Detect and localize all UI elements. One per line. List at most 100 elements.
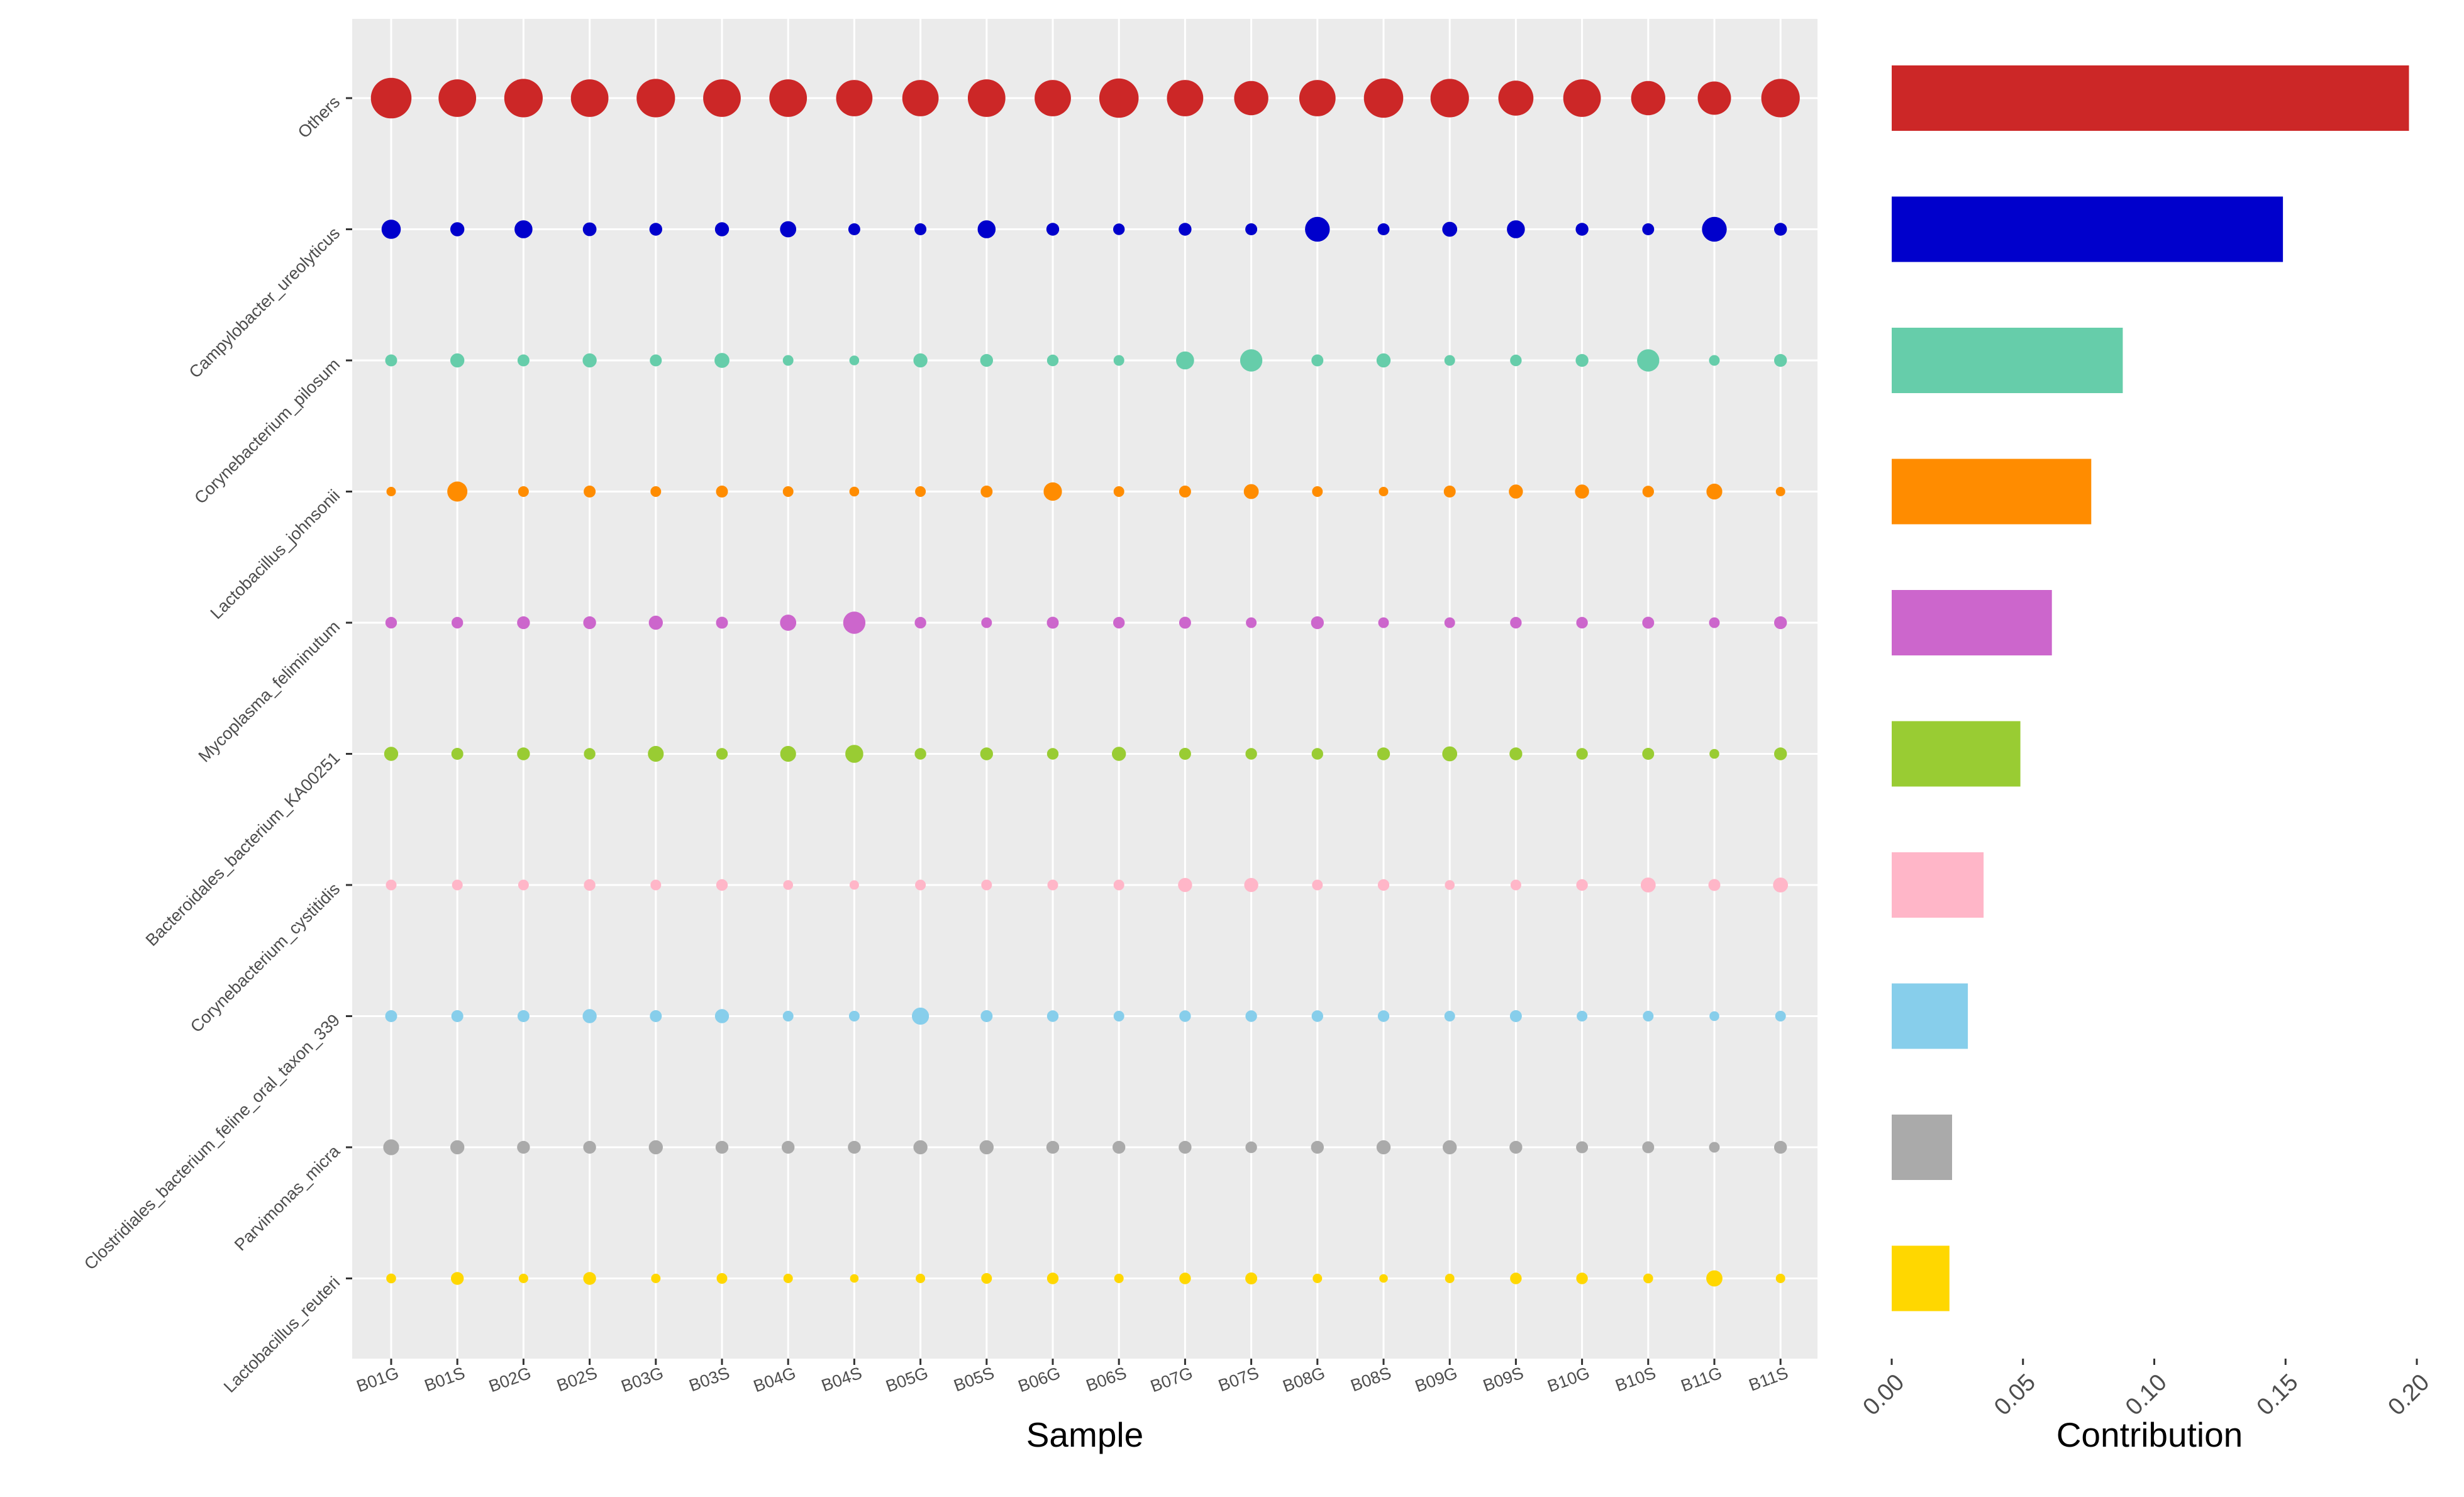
bubble-parvimonas-micra-b06g [1046,1140,1060,1154]
bubble-corynebacterium-cystitidis-b08g [1312,879,1323,891]
bubble-bacteroidales-bacterium-ka00251-b08s [1377,747,1390,760]
bubble-bacteroidales-bacterium-ka00251-b05s [980,747,994,760]
bubble-y-tick-label: Corynebacterium_pilosum [191,355,343,508]
bubble-x-tick-label: B01G [354,1363,401,1396]
bar-lactobacillus-reuteri [1892,1245,1950,1311]
bubble-x-tick-label: B10S [1613,1363,1658,1395]
bubble-corynebacterium-pilosum-b02s [582,353,597,368]
bubble-campylobacter-ureolyticus-b03g [649,223,663,236]
bubble-lactobacillus-johnsonii-b04s [849,486,860,497]
bubble-lactobacillus-johnsonii-b01g [386,487,396,496]
bubble-campylobacter-ureolyticus-b09s [1507,220,1525,238]
bubble-parvimonas-micra-b10s [1642,1141,1655,1154]
bubble-mycoplasma-feliminutum-b11g [1709,617,1720,628]
bubble-mycoplasma-feliminutum-b08s [1378,617,1389,628]
bubble-campylobacter-ureolyticus-b01g [381,220,401,239]
bubble-mycoplasma-feliminutum-b05g [914,616,926,629]
bubble-lactobacillus-reuteri-b06s [1114,1274,1124,1283]
bubble-bacteroidales-bacterium-ka00251-b04g [780,745,796,762]
bubble-mycoplasma-feliminutum-b06s [1113,616,1125,629]
bubble-corynebacterium-pilosum-b06s [1113,355,1124,366]
bubble-x-tick-label: B07G [1148,1363,1195,1396]
bubble-campylobacter-ureolyticus-b06s [1113,223,1125,235]
bubble-mycoplasma-feliminutum-b05s [981,617,992,628]
bubble-points [370,77,1800,1287]
bubble-lactobacillus-johnsonii-b08g [1312,486,1323,497]
bubble-campylobacter-ureolyticus-b08g [1305,216,1330,242]
bubble-corynebacterium-cystitidis-b02s [584,879,596,891]
bubble-clostridiales-bacterium-feline-oral-taxon-339-b01g [385,1010,397,1022]
bubble-y-tick-label: Mycoplasma_feliminutum [195,617,344,766]
bubble-mycoplasma-feliminutum-b09g [1444,617,1455,628]
bubble-bacteroidales-bacterium-ka00251-b09s [1509,747,1523,760]
bubble-lactobacillus-reuteri-b01g [386,1273,396,1284]
bubble-campylobacter-ureolyticus-b05g [914,223,927,235]
bubble-x-tick-label: B01S [422,1363,467,1395]
bar-x-tick-label: 0.10 [2121,1369,2172,1421]
bubble-others-b01g [370,77,412,119]
bubble-others-b02g [504,79,543,118]
bubble-corynebacterium-pilosum-b11g [1709,355,1720,366]
bubble-bacteroidales-bacterium-ka00251-b02s [584,748,596,760]
bubble-mycoplasma-feliminutum-b07s [1246,617,1257,628]
bubble-bacteroidales-bacterium-ka00251-b03g [648,745,664,762]
bar-clostridiales-bacterium-feline-oral-taxon-339 [1892,983,1968,1049]
bubble-corynebacterium-cystitidis-b01g [386,879,397,891]
bubble-lactobacillus-johnsonii-b07s [1243,484,1259,499]
bubble-clostridiales-bacterium-feline-oral-taxon-339-b05s [980,1010,993,1022]
bubble-bacteroidales-bacterium-ka00251-b08g [1311,748,1323,760]
bubble-lactobacillus-reuteri-b05g [916,1274,926,1283]
bubble-clostridiales-bacterium-feline-oral-taxon-339-b11g [1709,1011,1719,1021]
bubble-others-b08s [1363,78,1404,118]
bubble-campylobacter-ureolyticus-b08s [1377,223,1390,235]
bubble-x-tick-label: B03S [687,1363,732,1395]
bubble-corynebacterium-pilosum-b05s [980,353,994,367]
bubble-bacteroidales-bacterium-ka00251-b10g [1576,748,1588,760]
bubble-lactobacillus-reuteri-b11g [1706,1270,1723,1287]
bubble-others-b06g [1035,80,1071,116]
bar-corynebacterium-cystitidis [1892,852,1984,918]
bubble-lactobacillus-johnsonii-b06s [1113,486,1124,497]
bubble-clostridiales-bacterium-feline-oral-taxon-339-b03s [714,1009,730,1023]
bubble-x-tick-label: B02G [486,1363,533,1396]
bubble-corynebacterium-cystitidis-b02g [518,879,529,891]
bubble-lactobacillus-johnsonii-b08s [1379,487,1389,496]
bubble-clostridiales-bacterium-feline-oral-taxon-339-b02g [517,1010,530,1022]
bubble-mycoplasma-feliminutum-b04s [843,611,866,634]
bar-corynebacterium-pilosum [1892,328,2123,393]
bubble-corynebacterium-pilosum-b11s [1774,353,1787,367]
bubble-parvimonas-micra-b05g [913,1140,928,1155]
bubble-corynebacterium-pilosum-b09g [1444,355,1455,366]
bubble-lactobacillus-johnsonii-b05g [915,486,926,497]
bubble-bacteroidales-bacterium-ka00251-b02g [517,747,530,760]
bubble-parvimonas-micra-b04g [782,1140,795,1154]
bubble-lactobacillus-johnsonii-b03s [716,486,728,498]
bar-x-tick-label: 0.15 [2252,1369,2304,1421]
bubble-lactobacillus-reuteri-b02s [583,1272,596,1285]
bubble-mycoplasma-feliminutum-b11s [1774,616,1787,630]
bubble-y-tick-label: Corynebacterium_cystitidis [187,879,343,1036]
bubble-corynebacterium-cystitidis-b06g [1047,879,1058,891]
bubble-clostridiales-bacterium-feline-oral-taxon-339-b08g [1311,1010,1323,1022]
bubble-bacteroidales-bacterium-ka00251-b03s [716,748,728,760]
bar-x-tick-label: 0.05 [1989,1369,2041,1421]
bar-others [1892,65,2409,131]
bubble-bacteroidales-bacterium-ka00251-b05g [914,748,926,760]
bubble-clostridiales-bacterium-feline-oral-taxon-339-b09g [1444,1011,1455,1021]
bubble-clostridiales-bacterium-feline-oral-taxon-339-b03g [650,1010,662,1022]
bubble-bacteroidales-bacterium-ka00251-b06s [1112,747,1126,761]
bubble-corynebacterium-pilosum-b10s [1637,349,1660,372]
bubble-x-tick-label: B05G [884,1363,931,1396]
bubble-corynebacterium-cystitidis-b10s [1640,877,1656,893]
bubble-mycoplasma-feliminutum-b04g [780,615,797,631]
bubble-x-axis-title: Sample [1026,1415,1143,1454]
bubble-x-tick-label: B04S [819,1363,864,1395]
bubble-lactobacillus-reuteri-b07s [1245,1272,1258,1284]
bubble-clostridiales-bacterium-feline-oral-taxon-339-b10g [1577,1011,1588,1021]
bubble-x-tick-label: B06S [1084,1363,1129,1395]
bubble-others-b03g [636,79,675,118]
bubble-bacteroidales-bacterium-ka00251-b11g [1709,748,1719,759]
bubble-lactobacillus-johnsonii-b04g [782,486,794,497]
bubble-campylobacter-ureolyticus-b04s [848,223,860,235]
bubble-mycoplasma-feliminutum-b02g [517,616,530,630]
